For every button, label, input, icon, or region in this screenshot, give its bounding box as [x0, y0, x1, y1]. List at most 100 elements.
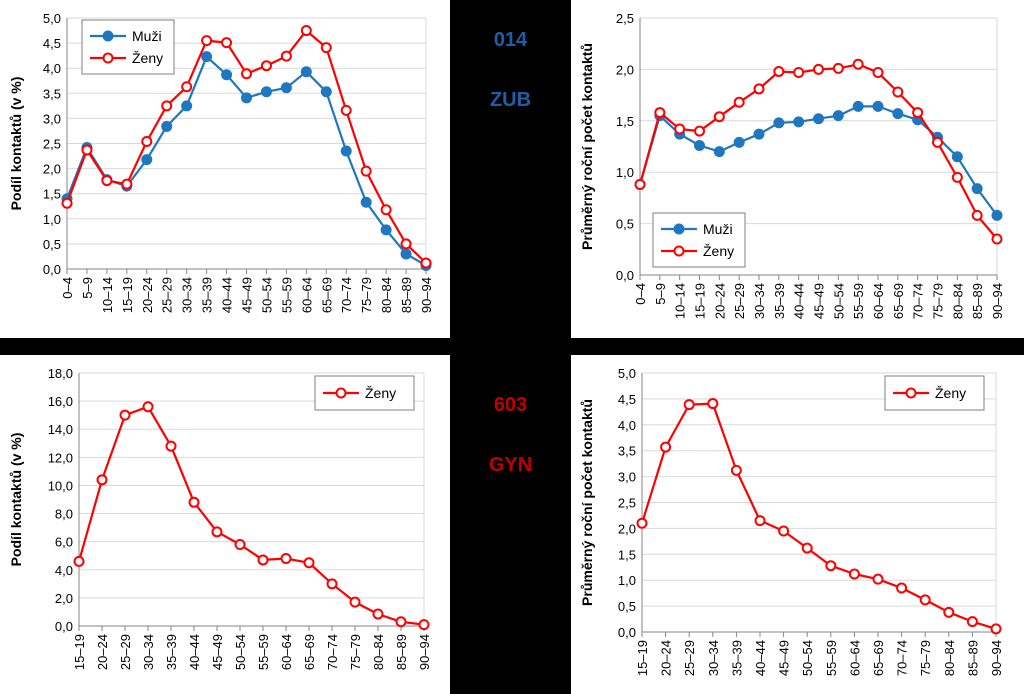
specialty-code-bottom: 603 [493, 394, 528, 416]
y-tick-label: 4,5 [43, 36, 61, 51]
data-point-zeny [349, 596, 361, 608]
data-point-zeny [181, 81, 193, 93]
legend-label-zeny: Ženy [935, 385, 966, 401]
data-point-zeny [912, 107, 924, 119]
y-tick-label: 0,0 [616, 268, 634, 283]
y-tick-label: 4,0 [55, 563, 73, 578]
data-point-zeny [683, 399, 695, 411]
y-axis-title: Podíl kontaktů (v %) [8, 433, 24, 567]
data-point-muzi [813, 113, 824, 125]
y-tick-label: 3,0 [43, 111, 61, 126]
data-point-muzi [300, 66, 312, 78]
data-point-zeny [730, 464, 742, 476]
data-point-zeny [81, 144, 93, 156]
x-tick-label: 30–34 [141, 634, 156, 670]
x-tick-label: 35–39 [729, 640, 744, 676]
x-tick-label: 80–84 [379, 277, 394, 313]
x-tick-label: 65–69 [891, 283, 906, 319]
chart-panel-zub-share: 0,0 0,5 1,0 1,5 2,0 2,5 3,0 3,5 4,0 4,5 5,0 0–4 5–9 1… [0, 0, 450, 338]
data-point-muzi [713, 146, 725, 158]
legend-box [81, 19, 175, 75]
y-tick-label: 2,0 [55, 591, 73, 606]
legend-label-muzi: Muži [703, 221, 733, 237]
data-point-muzi [201, 51, 213, 63]
y-tick-label: 4,0 [43, 61, 61, 76]
x-tick-label: 40–44 [753, 640, 768, 676]
y-tick-label: 10,0 [48, 478, 73, 493]
data-point-zeny [932, 136, 943, 148]
x-tick-label: 50–54 [233, 634, 248, 670]
y-tick-label: 3,0 [618, 470, 636, 485]
chart-panel-gyn-average: 0,0 0,5 1,0 1,5 2,0 2,5 3,0 3,5 4,0 4,5 5,0 15–19 20… [571, 355, 1024, 694]
specialty-abbr-top: ZUB [489, 89, 532, 111]
y-tick-label: 4,5 [618, 392, 636, 407]
x-tick-label: 30–34 [706, 640, 721, 676]
y-tick-label: 16,0 [48, 394, 73, 409]
y-tick-label: 8,0 [55, 507, 73, 522]
x-tick-label: 80–84 [371, 634, 386, 670]
data-point-zeny [919, 594, 931, 606]
data-point-muzi [241, 92, 252, 104]
x-tick-label: 90–94 [419, 277, 434, 313]
x-tick-label: 0–4 [633, 283, 648, 305]
data-point-zeny [801, 542, 813, 554]
legend-marker-zeny [905, 387, 917, 399]
data-point-zeny [966, 616, 978, 628]
legend-label-muzi: Muži [132, 28, 162, 44]
legend-label-zeny: Ženy [365, 385, 396, 401]
y-tick-label: 6,0 [55, 535, 73, 550]
x-tick-label: 20–24 [140, 277, 155, 313]
data-point-muzi [340, 145, 352, 157]
y-tick-label: 2,5 [616, 11, 634, 26]
y-tick-label: 5,0 [618, 366, 636, 381]
data-point-zeny [733, 96, 745, 108]
y-tick-label: 0,0 [55, 619, 73, 634]
y-tick-label: 2,0 [616, 62, 634, 77]
data-point-muzi [161, 120, 173, 132]
y-tick-label: 1,5 [616, 114, 634, 129]
data-point-zeny [848, 568, 860, 580]
data-point-zeny [990, 623, 1002, 635]
series-line-muzi [65, 55, 427, 267]
data-point-muzi [181, 100, 193, 112]
data-point-zeny [141, 135, 153, 147]
legend-marker-muzi [102, 30, 114, 42]
data-point-zeny [161, 100, 173, 112]
x-tick-label: 70–74 [325, 634, 340, 670]
data-point-muzi [852, 100, 864, 112]
data-point-zeny [320, 42, 332, 54]
data-point-zeny [101, 175, 113, 187]
data-point-muzi [753, 128, 765, 140]
data-point-zeny [400, 238, 412, 250]
data-point-zeny [707, 398, 719, 410]
x-tick-label: 60–64 [299, 277, 314, 313]
x-tick-label: 50–54 [800, 640, 815, 676]
x-tick-label: 0–4 [60, 277, 75, 299]
data-point-zeny [280, 553, 292, 565]
y-tick-label: 14,0 [48, 422, 73, 437]
data-point-muzi [733, 136, 745, 148]
data-point-zeny [73, 555, 85, 567]
y-axis-title: Průměrný roční počet kontaktů [579, 43, 595, 250]
data-point-muzi [991, 209, 1003, 221]
data-point-zeny [326, 578, 338, 590]
specialty-abbr-bottom: GYN [488, 454, 533, 476]
x-tick-label: 25–29 [682, 640, 697, 676]
data-point-muzi [260, 86, 272, 98]
x-tick-label: 25–29 [118, 634, 133, 670]
x-tick-label: 10–14 [100, 277, 115, 313]
x-tick-label: 70–74 [895, 640, 910, 676]
data-point-zeny [943, 606, 955, 618]
x-tick-label: 10–14 [673, 283, 688, 319]
x-tick-label: 40–44 [187, 634, 202, 670]
data-point-zeny [634, 179, 646, 191]
data-point-muzi [280, 82, 292, 94]
x-tick-label: 65–69 [319, 277, 334, 313]
data-point-zeny [340, 104, 352, 116]
legend-marker-zeny [335, 387, 347, 399]
x-tick-label: 35–39 [200, 277, 215, 313]
chart-gyn-share: 0,0 2,0 4,0 6,0 8,0 10,0 12,0 14,0 16,0 18,0 15–19… [8, 366, 432, 670]
y-tick-label: 2,5 [43, 137, 61, 152]
x-tick-label: 30–34 [752, 283, 767, 319]
x-tick-label: 75–79 [348, 634, 363, 670]
